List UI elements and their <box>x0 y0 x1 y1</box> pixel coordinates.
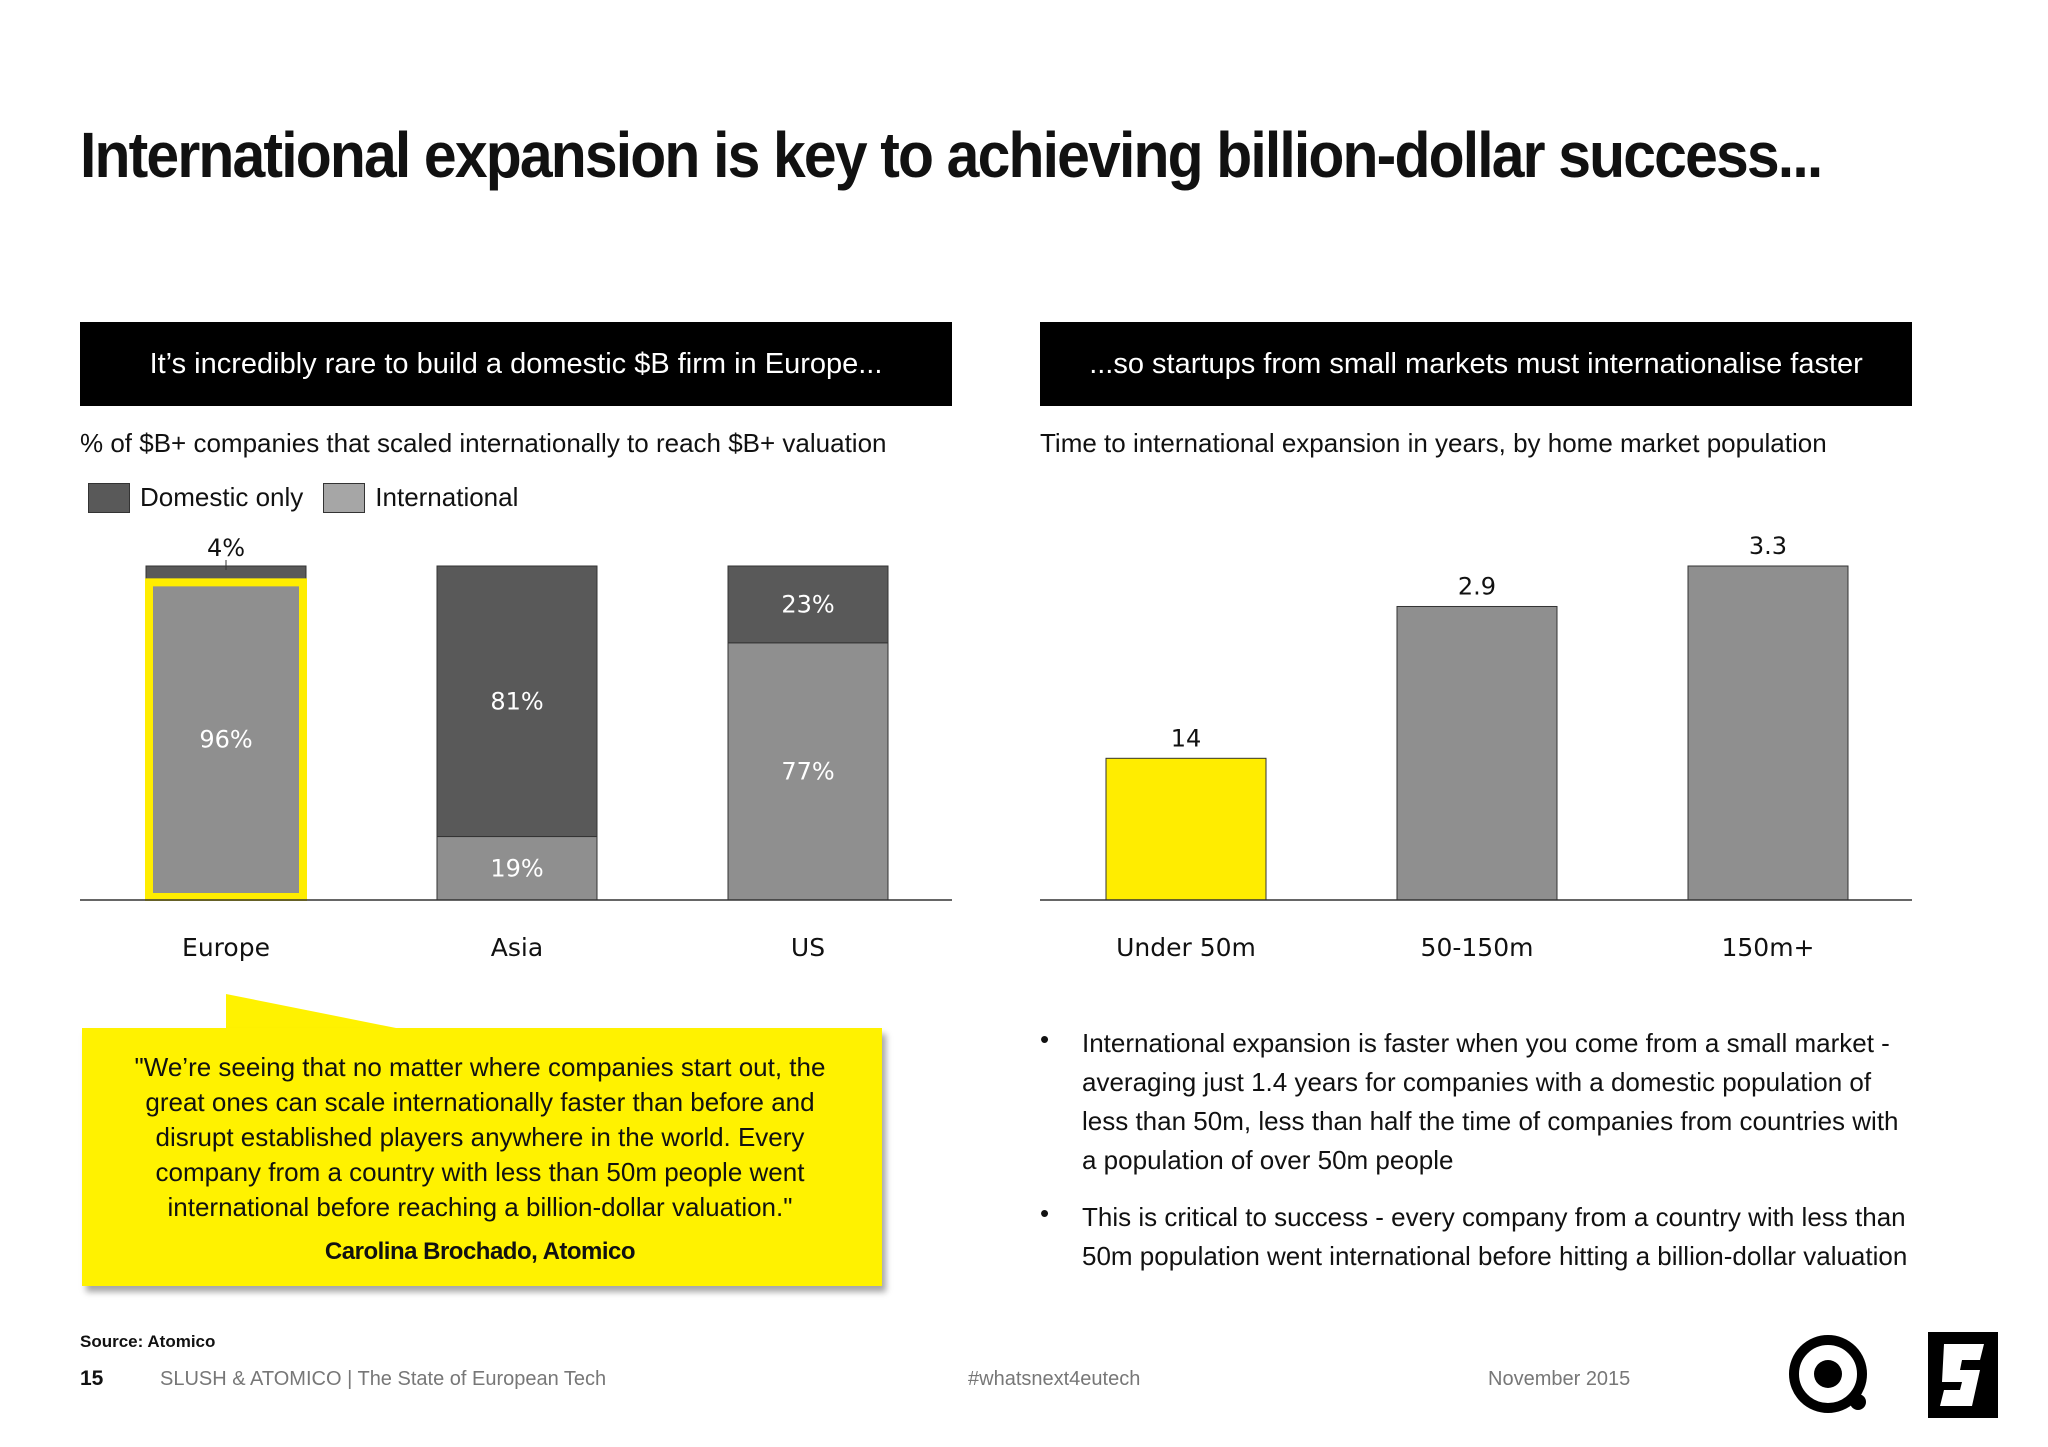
bar-us-international <box>727 642 889 901</box>
expansion-time-bar-chart: 14 Under 50m 2.9 50-150m 3.3 150m+ <box>1040 532 1912 962</box>
quote-callout-tab <box>226 994 426 1034</box>
bullet-dot: • <box>1040 1198 1050 1228</box>
data-label: 3.3 <box>1749 532 1787 560</box>
bullet-item: • International expansion is faster when… <box>1040 1024 1920 1180</box>
bar-europe-international <box>145 578 307 901</box>
category-label: Europe <box>182 933 270 962</box>
page-title: International expansion is key to achiev… <box>80 119 1823 191</box>
quote-box <box>82 1028 882 1286</box>
quote-text: "We’re seeing that no matter where compa… <box>134 1052 826 1222</box>
bullet-item: • This is critical to success - every co… <box>1040 1198 1920 1276</box>
category-label: 50-150m <box>1421 933 1534 962</box>
right-panel-header: ...so startups from small markets must i… <box>1040 322 1912 406</box>
data-label: 77% <box>781 757 834 785</box>
atomico-logo <box>1789 1335 1867 1413</box>
chart-legend: Domestic only International <box>88 482 518 513</box>
legend-swatch-international <box>323 482 366 513</box>
category-label: 150m+ <box>1721 933 1814 962</box>
data-label: 23% <box>781 590 834 618</box>
bar-us-domestic-only <box>727 565 889 644</box>
right-panel-subtitle: Time to international expansion in years… <box>1040 428 1827 458</box>
data-label: 96% <box>199 726 252 754</box>
stacked-bar-chart: 96% 4% Europe 19% 81% Asia 77% 23% US <box>80 534 952 962</box>
data-label: 19% <box>490 854 543 882</box>
source-note: Source: Atomico <box>80 1332 216 1351</box>
page-number: 15 <box>80 1367 104 1390</box>
legend-item-domestic: Domestic only <box>88 482 303 513</box>
legend-label-domestic: Domestic only <box>140 482 304 512</box>
bullet-text-1: International expansion is faster when y… <box>1082 1028 1899 1175</box>
left-panel-header: It’s incredibly rare to build a domestic… <box>80 322 952 406</box>
category-label: Under 50m <box>1116 933 1256 962</box>
highlight-frame <box>145 578 307 902</box>
left-panel-subtitle: % of $B+ companies that scaled internati… <box>80 428 887 458</box>
footer-brand: SLUSH & ATOMICO | The State of European … <box>160 1368 607 1390</box>
bullet-dot: • <box>1040 1024 1050 1054</box>
bar-under-50m <box>1105 757 1267 901</box>
legend-label-international: International <box>375 482 519 512</box>
data-label: 81% <box>490 687 543 715</box>
footer-date: November 2015 <box>1488 1368 1631 1390</box>
bar-asia-domestic-only <box>436 565 598 838</box>
bullet-list: • International expansion is faster when… <box>1040 1024 1920 1276</box>
bar-50-150m <box>1396 605 1558 901</box>
slush-logo <box>1928 1332 1998 1418</box>
category-label: US <box>791 933 825 962</box>
bar-150m+ <box>1687 565 1849 901</box>
data-label: 4% <box>207 534 245 562</box>
footer-hashtag: #whatsnext4eutech <box>968 1368 1141 1390</box>
bullet-text-2: This is critical to success - every comp… <box>1082 1202 1908 1271</box>
category-label: Asia <box>491 933 543 962</box>
data-label: 2.9 <box>1458 572 1496 600</box>
legend-swatch-domestic <box>88 482 130 513</box>
quote-author: Carolina Brochado, Atomico <box>324 1238 636 1265</box>
data-label: 14 <box>1171 724 1202 752</box>
legend-item-international: International <box>323 482 518 513</box>
